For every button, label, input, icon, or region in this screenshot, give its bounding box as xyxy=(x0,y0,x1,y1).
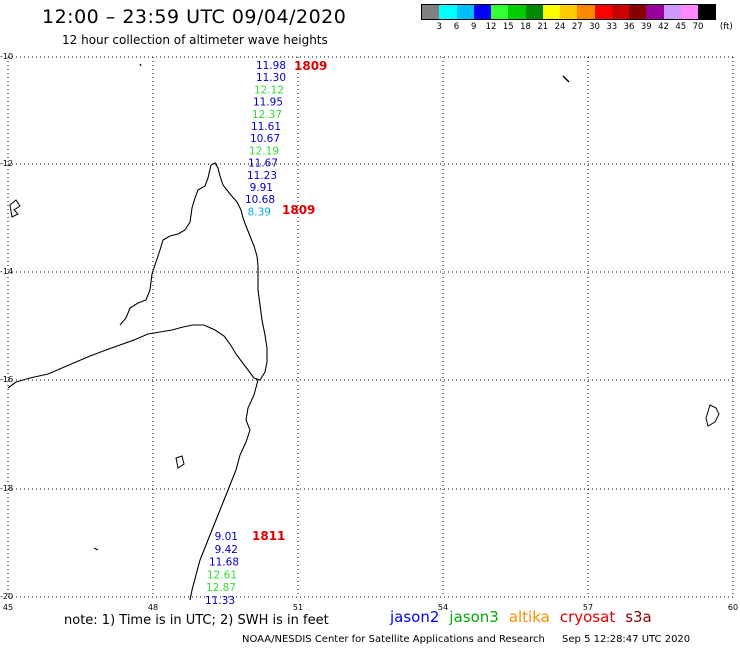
satellite-cryosat-label: cryosat xyxy=(559,608,616,626)
legend-label: 45 xyxy=(675,22,687,32)
track-time-label: 1809 xyxy=(282,203,315,217)
legend-label: 18 xyxy=(520,22,531,32)
wave-height-label: 12.61 xyxy=(207,569,237,581)
wave-height-label: 11.61 xyxy=(251,121,281,133)
longitude-tick-label: 45 xyxy=(2,603,14,612)
legend-swatch xyxy=(611,5,629,19)
legend-swatch xyxy=(663,5,681,19)
legend-labels: 3 6 9 12 15 18 21 24 27 30 33 36 39 42 45 70 (ft) xyxy=(421,20,733,34)
latitude-tick-label: -12 xyxy=(0,159,14,168)
legend-swatches xyxy=(421,4,717,20)
satellite-altika-label: altika xyxy=(508,608,550,626)
legend-swatch xyxy=(680,5,698,19)
legend-swatch xyxy=(594,5,612,19)
legend-label: 3 xyxy=(436,22,442,32)
wave-height-label: 12.37 xyxy=(252,109,282,121)
latitude-tick-label: -16 xyxy=(0,375,14,384)
track-time-label: 1811 xyxy=(252,529,285,543)
legend-swatch xyxy=(542,5,560,19)
wave-height-label: 9.91 xyxy=(250,182,273,194)
footer-timestamp: Sep 5 12:28:47 UTC 2020 xyxy=(562,634,691,645)
legend-label: 21 xyxy=(537,22,549,32)
legend-label: 15 xyxy=(502,22,514,32)
note-text: note: 1) Time is in UTC; 2) SWH is in fe… xyxy=(64,613,329,628)
legend-swatch xyxy=(491,5,509,19)
color-legend: 3 6 9 12 15 18 21 24 27 30 33 36 39 42 45 70 (ft) xyxy=(421,4,733,34)
island-west-islet xyxy=(93,547,99,551)
legend-swatch xyxy=(508,5,526,19)
legend-label: 9 xyxy=(471,22,477,32)
island-east-reunion xyxy=(705,404,720,427)
latitude-tick-label: -18 xyxy=(0,484,14,493)
madagascar-coastline xyxy=(7,162,268,601)
longitude-tick-label: 51 xyxy=(292,603,304,612)
wave-height-label: 11.95 xyxy=(253,97,283,109)
legend-label: 6 xyxy=(453,22,460,32)
satellite-jason3-label: jason3 xyxy=(449,608,499,626)
legend-label: 33 xyxy=(606,22,618,32)
legend-label: 24 xyxy=(554,22,566,32)
legend-label: 12 xyxy=(485,22,497,32)
wave-height-label: 11.98 xyxy=(256,60,286,72)
legend-label: 39 xyxy=(640,22,652,32)
legend-swatch xyxy=(646,5,664,19)
legend-swatch xyxy=(456,5,474,19)
satellite-legend: jason2 jason3 altika cryosat s3a xyxy=(390,608,662,626)
wave-height-label: 11.68 xyxy=(209,557,239,569)
legend-swatch xyxy=(422,5,440,19)
longitude-tick-label: 57 xyxy=(582,603,594,612)
legend-swatch xyxy=(525,5,543,19)
legend-label: 30 xyxy=(589,22,600,32)
wave-height-label: 10.68 xyxy=(245,194,275,206)
wave-height-label: 9.01 xyxy=(215,531,238,543)
track-labels: 11.9811.3012.1211.9512.3711.6110.6712.19… xyxy=(205,59,327,607)
legend-swatch xyxy=(629,5,647,19)
latitude-tick-label: -10 xyxy=(0,52,14,61)
legend-unit: (ft) xyxy=(719,22,733,32)
wave-height-label: 10.67 xyxy=(250,133,280,145)
legend-label: 70 xyxy=(692,22,704,32)
wave-height-label: 12.87 xyxy=(206,582,236,594)
wave-height-label: 11.30 xyxy=(256,72,286,84)
legend-swatch xyxy=(439,5,457,19)
legend-label: 36 xyxy=(623,22,635,32)
page-title: 12:00 – 23:59 UTC 09/04/2020 xyxy=(42,6,347,28)
island-mayotte xyxy=(175,455,185,469)
legend-swatch xyxy=(473,5,491,19)
legend-swatch xyxy=(577,5,595,19)
wave-height-label: 8.39 xyxy=(248,206,271,218)
longitude-tick-label: 48 xyxy=(147,603,159,612)
wave-height-label: 12.12 xyxy=(254,84,284,96)
wave-height-label: 12.19 xyxy=(249,145,279,157)
legend-swatch xyxy=(698,5,716,19)
island-tiny-north xyxy=(139,63,142,67)
legend-label: 27 xyxy=(571,22,583,32)
footer-credit: NOAA/NESDIS Center for Satellite Applica… xyxy=(242,634,545,645)
longitude-tick-label: 54 xyxy=(437,603,449,612)
wave-height-label: 11.23 xyxy=(247,170,277,182)
page-subtitle: 12 hour collection of altimeter wave hei… xyxy=(62,33,328,47)
legend-swatch xyxy=(560,5,578,19)
satellite-s3a-label: s3a xyxy=(625,608,652,626)
legend-label: 42 xyxy=(658,22,669,32)
island-small-northeast xyxy=(562,75,570,83)
wave-height-label: 11.67 xyxy=(248,158,278,170)
satellite-jason2-label: jason2 xyxy=(390,608,440,626)
latitude-tick-label: -20 xyxy=(0,592,14,601)
latitude-tick-label: -14 xyxy=(0,267,14,276)
wave-height-label: 9.42 xyxy=(215,544,238,556)
island-northwest xyxy=(9,199,21,218)
footer: NOAA/NESDIS Center for Satellite Applica… xyxy=(242,634,690,645)
graticule xyxy=(7,56,734,598)
wave-height-label: 11.33 xyxy=(205,595,235,607)
track-time-label: 1809 xyxy=(294,59,327,73)
longitude-tick-label: 60 xyxy=(727,603,739,612)
